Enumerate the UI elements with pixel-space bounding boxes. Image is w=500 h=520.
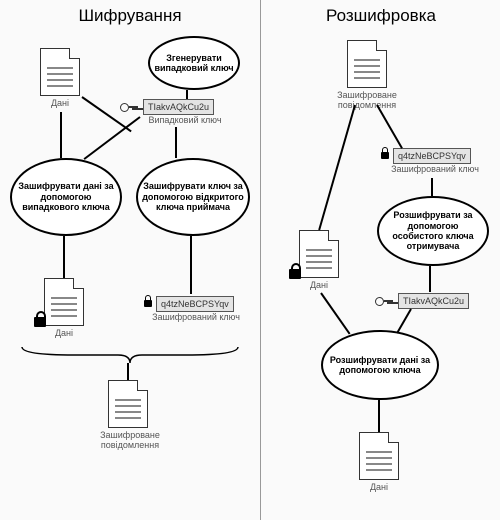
step-decrypt-data: Розшифрувати дані за допомогою ключа (321, 330, 439, 400)
file-icon-message (347, 40, 387, 88)
file-icon-encrypted (44, 278, 84, 326)
caption-data: Дані (30, 98, 90, 108)
random-key-value: TIakvAQkCu2u (143, 99, 214, 115)
random-key-value: TIakvAQkCu2u (398, 293, 469, 309)
panel-title: Розшифровка (261, 6, 500, 26)
file-icon-encrypted (299, 230, 339, 278)
caption-data: Дані (289, 280, 349, 290)
step-generate-key: Згенерувати випадковий ключ (148, 36, 240, 90)
file-icon-final (359, 432, 399, 480)
file-icon-message (108, 380, 148, 428)
caption-data2: Дані (34, 328, 94, 338)
enc-key-value: q4tzNeBCPSYqv (393, 148, 471, 164)
caption-final: Дані (349, 482, 409, 492)
lock-icon (289, 269, 301, 279)
caption-enc-key: Зашифрований ключ (385, 164, 485, 174)
step-decrypt-key: Розшифрувати за допомогою особистого клю… (377, 196, 489, 266)
key-icon (375, 296, 393, 306)
encryption-panel: Шифрування Дані Згенерувати випадковий к… (0, 0, 260, 520)
key-icon (120, 102, 138, 112)
lock-icon (34, 317, 46, 327)
step-encrypt-key: Зашифрувати ключ за допомогою відкритого… (136, 158, 250, 236)
file-icon (40, 48, 80, 96)
enc-key-value: q4tzNeBCPSYqv (156, 296, 234, 312)
step-encrypt-data: Зашифрувати дані за допомогою випадковог… (10, 158, 122, 236)
brace (18, 345, 242, 365)
caption-enc-key: Зашифрований ключ (146, 312, 246, 322)
caption-enc-msg: Зашифроване повідомлення (307, 90, 427, 110)
decryption-panel: Розшифровка Зашифроване повідомлення q4t… (260, 0, 500, 520)
lock-icon (144, 300, 152, 307)
caption-random-key: Випадковий ключ (140, 115, 230, 125)
caption-final: Зашифроване повідомлення (70, 430, 190, 450)
panel-title: Шифрування (0, 6, 260, 26)
lock-icon (381, 152, 389, 159)
